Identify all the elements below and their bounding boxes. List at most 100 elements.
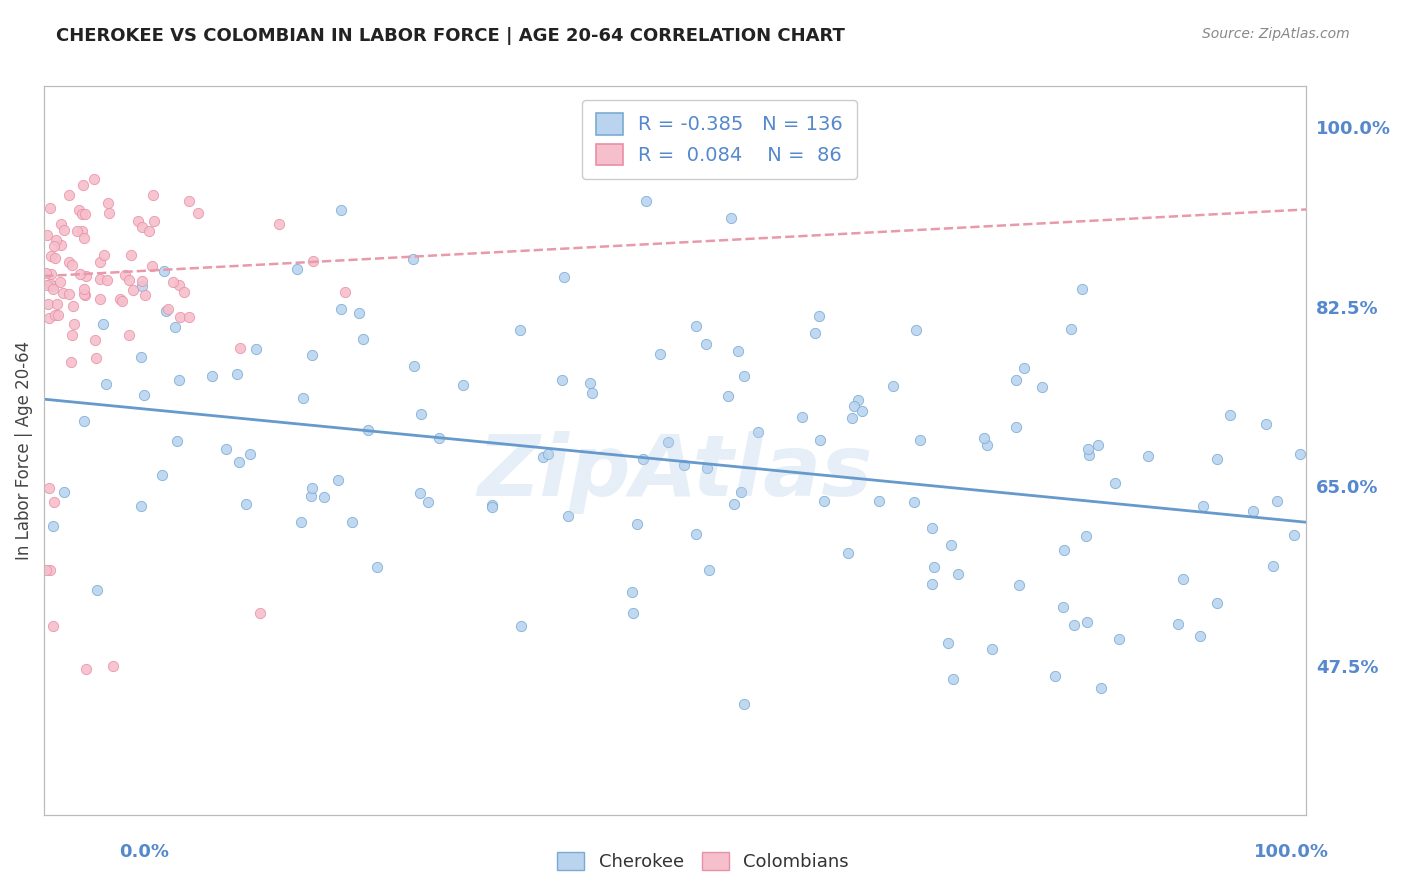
Point [402, 252, 425, 267]
Point [132, 388, 155, 402]
Point [42, 238, 65, 252]
Point [657, 434, 679, 449]
Point [696, 461, 718, 475]
Point [37, 297, 59, 311]
Point [626, 516, 648, 531]
Point [1205, 596, 1227, 610]
Point [38, 563, 60, 577]
Point [1171, 572, 1194, 586]
Point [167, 373, 190, 387]
Point [1263, 558, 1285, 573]
Point [134, 287, 156, 301]
Point [924, 560, 946, 574]
Point [150, 468, 173, 483]
Point [53, 485, 76, 500]
Point [973, 431, 995, 445]
Point [1087, 438, 1109, 452]
Point [75, 269, 97, 284]
Point [550, 373, 572, 387]
Point [48, 275, 70, 289]
Point [84, 351, 107, 365]
Point [35, 563, 58, 577]
Point [1008, 578, 1031, 592]
Point [411, 408, 433, 422]
Legend: R = -0.385   N = 136, R =  0.084    N =  86: R = -0.385 N = 136, R = 0.084 N = 86 [582, 100, 856, 179]
Point [451, 378, 474, 392]
Point [201, 369, 224, 384]
Point [356, 423, 378, 437]
Text: CHEROKEE VS COLOMBIAN IN LABOR FORCE | AGE 20-64 CORRELATION CHART: CHEROKEE VS COLOMBIAN IN LABOR FORCE | A… [56, 27, 845, 45]
Point [97, 206, 120, 220]
Point [301, 348, 323, 362]
Point [1188, 629, 1211, 643]
Point [169, 310, 191, 325]
Point [1031, 380, 1053, 394]
Point [427, 431, 450, 445]
Point [228, 341, 250, 355]
Point [948, 566, 970, 581]
Point [155, 304, 177, 318]
Point [1077, 442, 1099, 457]
Point [1104, 476, 1126, 491]
Point [620, 584, 643, 599]
Point [1241, 504, 1264, 518]
Point [187, 206, 209, 220]
Point [733, 697, 755, 711]
Point [51, 218, 73, 232]
Point [685, 526, 707, 541]
Point [156, 301, 179, 316]
Point [177, 310, 200, 324]
Point [97, 195, 120, 210]
Point [52, 286, 75, 301]
Point [226, 368, 249, 382]
Point [94, 377, 117, 392]
Point [846, 393, 869, 408]
Point [228, 455, 250, 469]
Point [1218, 409, 1240, 423]
Point [340, 516, 363, 530]
Point [138, 223, 160, 237]
Point [42, 619, 65, 633]
Point [118, 273, 141, 287]
Point [86, 582, 108, 597]
Point [103, 659, 125, 673]
Point [215, 442, 238, 457]
Point [35, 278, 58, 293]
Point [96, 273, 118, 287]
Point [1076, 615, 1098, 630]
Point [73, 286, 96, 301]
Point [1137, 450, 1160, 464]
Point [509, 323, 531, 337]
Point [35, 266, 58, 280]
Point [1108, 632, 1130, 646]
Point [402, 359, 425, 373]
Point [366, 559, 388, 574]
Point [290, 516, 312, 530]
Point [621, 606, 644, 620]
Point [1004, 420, 1026, 434]
Point [127, 213, 149, 227]
Point [89, 255, 111, 269]
Point [153, 264, 176, 278]
Point [942, 673, 965, 687]
Point [60, 328, 83, 343]
Point [807, 309, 830, 323]
Point [72, 178, 94, 193]
Point [245, 342, 267, 356]
Point [905, 323, 928, 337]
Point [73, 207, 96, 221]
Point [301, 481, 323, 495]
Text: 0.0%: 0.0% [120, 843, 170, 861]
Point [1167, 617, 1189, 632]
Point [58, 187, 80, 202]
Point [1053, 542, 1076, 557]
Point [235, 497, 257, 511]
Point [38, 201, 60, 215]
Point [63, 317, 86, 331]
Point [1284, 528, 1306, 542]
Point [697, 563, 720, 577]
Point [141, 260, 163, 274]
Point [352, 332, 374, 346]
Point [1192, 499, 1215, 513]
Point [1289, 447, 1312, 461]
